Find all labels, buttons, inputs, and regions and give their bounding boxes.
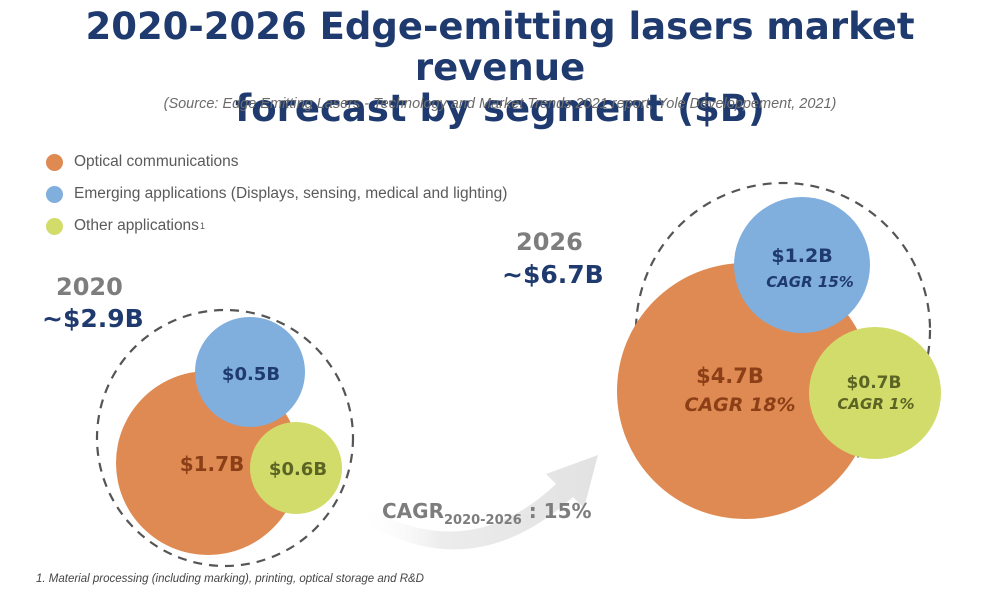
bubble-2026-emerging bbox=[734, 197, 870, 333]
value-2026-optical: $4.7B bbox=[696, 364, 764, 388]
overall-cagr-subscript: 2020-2026 bbox=[444, 513, 522, 528]
value-2020-other: $0.6B bbox=[269, 459, 327, 480]
value-2026-other: $0.7B bbox=[847, 373, 902, 393]
chart-title: 2020-2026 Edge-emitting lasers market re… bbox=[0, 6, 1000, 129]
year-label-2020: 2020 bbox=[56, 273, 123, 301]
legend-item-optical: Optical communications bbox=[46, 146, 507, 178]
bubble-2020-other bbox=[250, 422, 342, 514]
total-label-2026: ~$6.7B bbox=[502, 260, 604, 289]
overall-cagr-label: CAGR2020-2026 : 15% bbox=[382, 499, 592, 528]
title-line-2: forecast by segment ($B) bbox=[235, 87, 765, 130]
bubble-2020-emerging bbox=[195, 317, 305, 427]
growth-arrow bbox=[358, 455, 598, 550]
legend-label-emerging: Emerging applications (Displays, sensing… bbox=[74, 185, 508, 202]
value-2020-emerging: $0.5B bbox=[222, 364, 280, 385]
title-line-1: 2020-2026 Edge-emitting lasers market re… bbox=[85, 5, 915, 89]
cagr-2026-other: CAGR 1% bbox=[837, 395, 914, 413]
value-2020-optical: $1.7B bbox=[180, 452, 245, 476]
legend-item-other: Other applications 1 bbox=[46, 210, 507, 242]
legend-label-optical: Optical communications bbox=[74, 153, 239, 170]
source-note: (Source: Edge Emitting Lasers - Technolo… bbox=[163, 96, 837, 112]
bubble-2026-other bbox=[809, 327, 941, 459]
legend-swatch-other bbox=[46, 217, 63, 235]
legend-swatch-optical bbox=[46, 153, 63, 171]
cagr-2026-optical: CAGR 18% bbox=[685, 394, 796, 416]
cagr-2026-emerging: CAGR 15% bbox=[766, 273, 854, 291]
total-label-2020: ~$2.9B bbox=[42, 304, 144, 333]
overall-cagr-value: : 15% bbox=[522, 499, 592, 523]
value-2026-emerging: $1.2B bbox=[771, 245, 832, 267]
legend-item-emerging: Emerging applications (Displays, sensing… bbox=[46, 178, 507, 210]
legend-swatch-emerging bbox=[46, 185, 63, 203]
footnote: 1. Material processing (including markin… bbox=[36, 573, 424, 585]
legend-footnote-marker: 1 bbox=[199, 221, 205, 231]
year-label-2026: 2026 bbox=[516, 228, 583, 256]
legend-label-other: Other applications bbox=[74, 217, 199, 234]
overall-cagr-prefix: CAGR bbox=[382, 499, 444, 523]
dashed-boundary-2020 bbox=[95, 308, 355, 568]
legend: Optical communications Emerging applicat… bbox=[46, 146, 507, 242]
